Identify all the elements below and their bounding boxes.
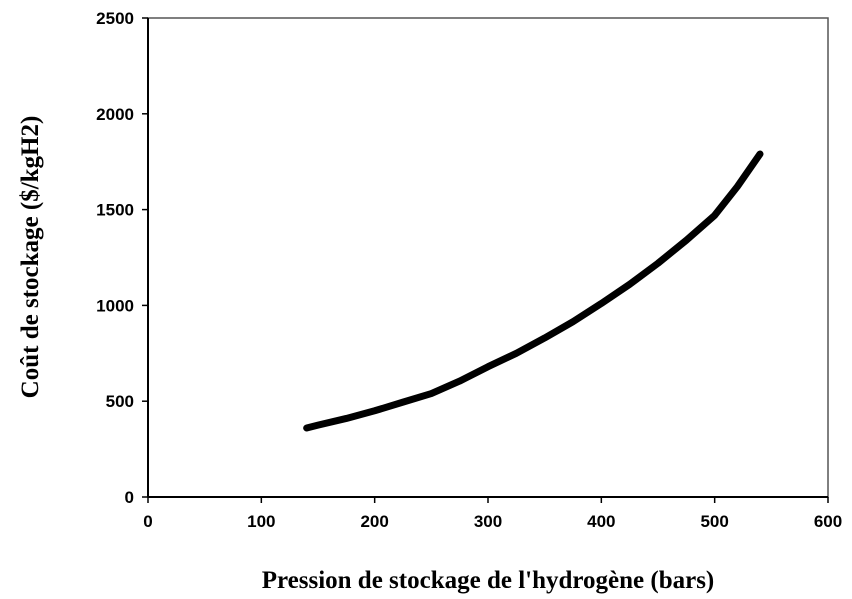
data-line [303, 150, 764, 432]
y-tick-label: 500 [106, 392, 134, 411]
x-tick-label: 100 [247, 512, 275, 531]
y-tick-label: 0 [125, 488, 134, 507]
x-tick-label: 300 [474, 512, 502, 531]
x-tick-label: 0 [143, 512, 152, 531]
x-axis-title: Pression de stockage de l'hydrogène (bar… [262, 567, 715, 594]
x-tick-label: 200 [360, 512, 388, 531]
y-tick-label: 2000 [96, 105, 134, 124]
plot-frame [147, 17, 829, 498]
y-tick-label: 1000 [96, 296, 134, 315]
x-tick-label: 500 [700, 512, 728, 531]
x-tick-label: 400 [587, 512, 615, 531]
y-axis-title: Coût de stockage ($/kgH2) [17, 116, 44, 399]
y-tick-label: 1500 [96, 201, 134, 220]
x-tick-label: 600 [814, 512, 842, 531]
y-tick-label: 2500 [96, 9, 134, 28]
